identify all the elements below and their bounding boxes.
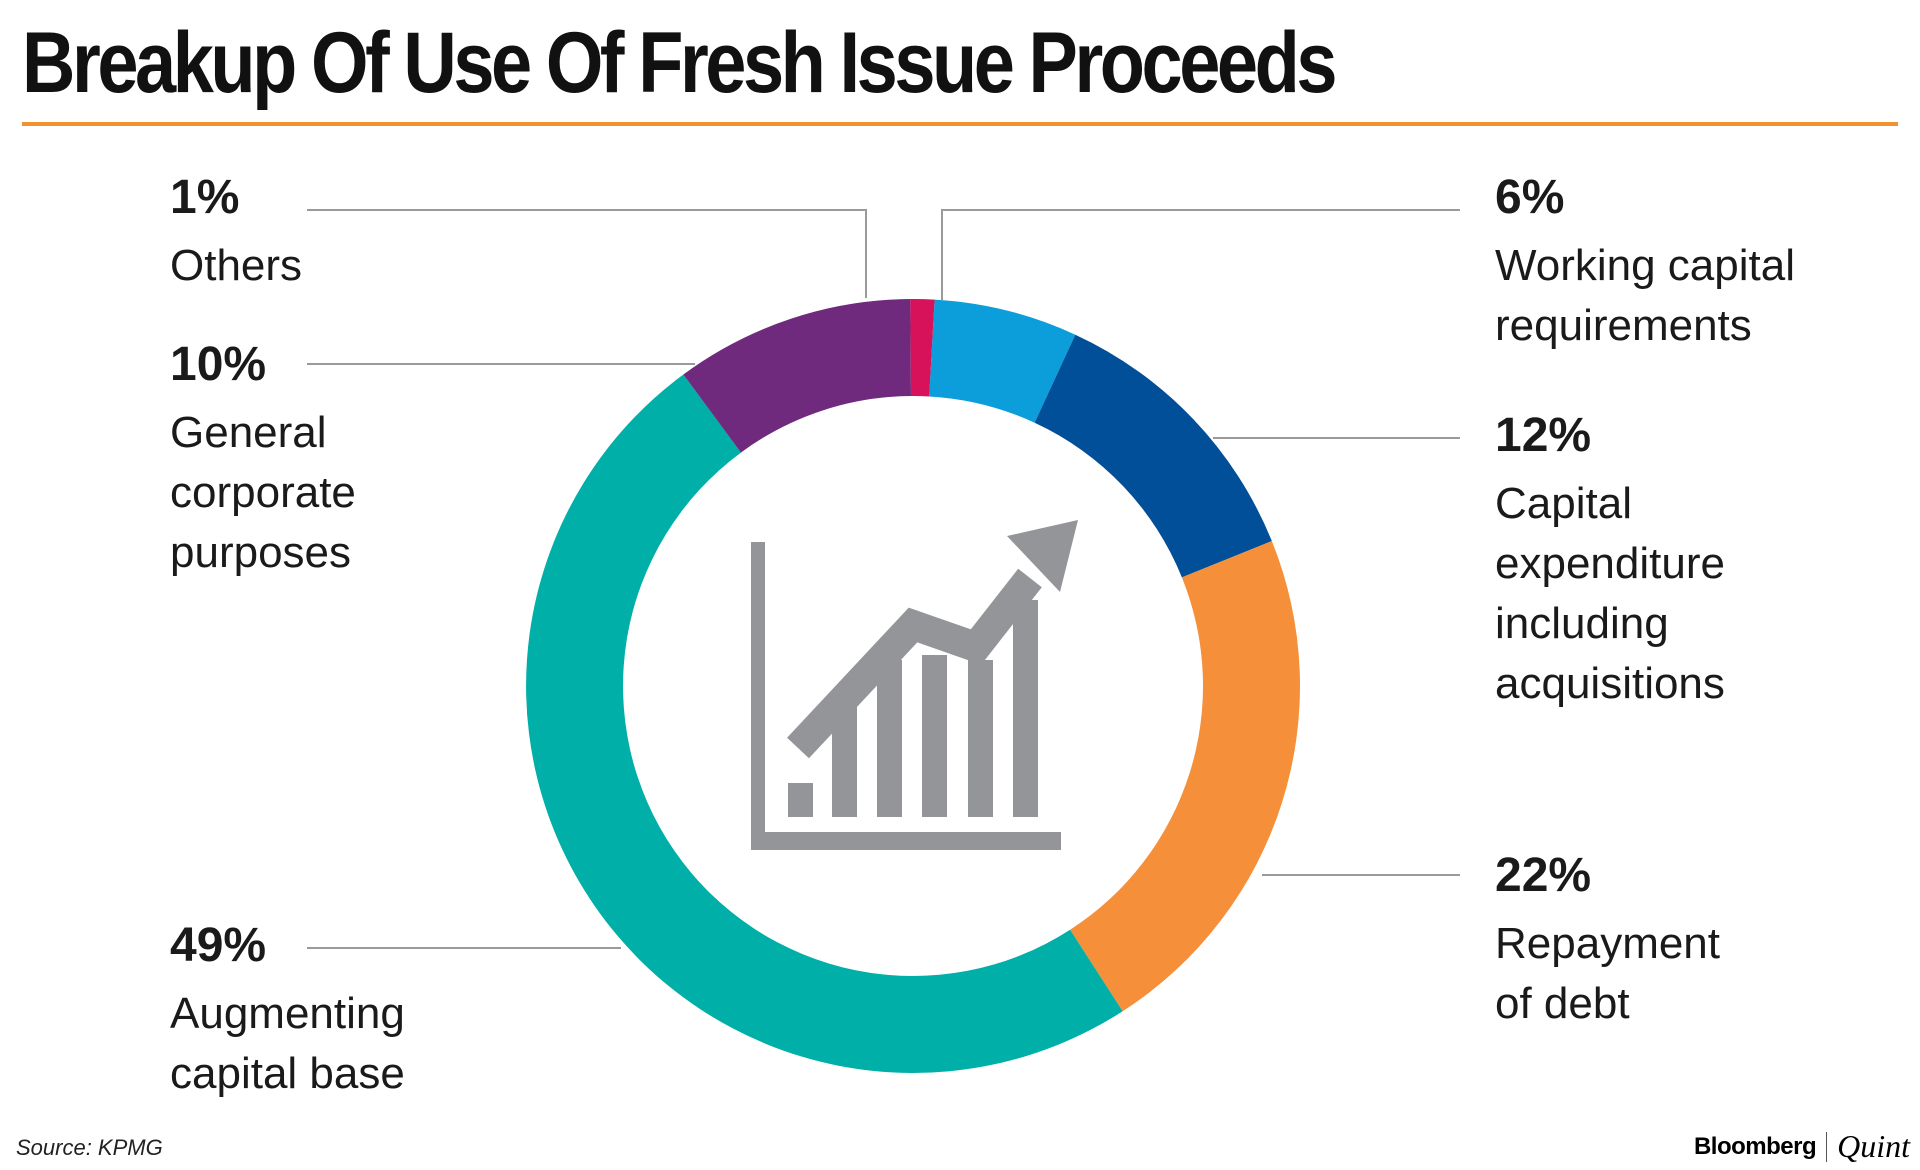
label-name-line: expenditure [1495,539,1725,588]
title-rule [22,122,1898,126]
label-value-others: 1% [170,171,240,224]
label-name-line: Augmenting [170,989,405,1038]
label-name-line: purposes [170,528,352,577]
label-name-line: Repayment [1495,919,1721,968]
label-augmenting-capital: 49% Augmenting capital base [170,918,405,1104]
label-name-general-corporate: General corporate purposes [170,403,356,583]
label-repayment-of-debt: 22% Repayment of debt [1495,848,1720,1034]
label-name-working-capital: Working capital requirements [1495,236,1795,356]
label-name-line: including [1495,599,1669,648]
leader-line-others [307,209,867,298]
source-note: Source: KPMG [16,1135,163,1160]
slice-augmenting-capital [526,374,1123,1073]
slice-repayment-of-debt [1070,541,1300,1012]
leader-lines [307,209,1460,949]
slice-others [910,299,935,397]
label-general-corporate: 10% General corporate purposes [170,337,356,583]
label-value-capital-expenditure: 12% [1495,409,1592,462]
leader-line-working-capital [941,209,1460,300]
brand-divider [1826,1131,1828,1162]
slice-capital-expenditure [1034,334,1272,578]
label-value-augmenting-capital: 49% [170,919,267,972]
label-name-line: Working capital [1495,241,1795,290]
label-value-working-capital: 6% [1495,171,1565,224]
label-value-repayment-of-debt: 22% [1495,849,1592,902]
label-name-line: Capital [1495,479,1632,528]
label-name-line: of debt [1495,979,1630,1028]
label-capital-expenditure: 12% Capital expenditure including acquisitio… [1495,408,1725,714]
label-others: 1% Others [170,170,302,296]
label-name-capital-expenditure: Capital expenditure including acquisitions [1495,474,1725,714]
label-name-line: requirements [1495,301,1752,350]
brand-primary: Bloomberg [1693,1132,1817,1160]
label-value-general-corporate: 10% [170,338,267,391]
bar-chart-growth-icon [751,520,1078,850]
slice-working-capital [929,299,1076,423]
donut-slices [526,299,1300,1073]
label-working-capital: 6% Working capital requirements [1495,170,1795,356]
chart-title: Breakup Of Use Of Fresh Issue Proceeds [22,15,1337,111]
brand-logo: Bloomberg Quint [1694,1128,1910,1165]
label-name-line: General [170,408,327,457]
label-name-line: capital base [170,1049,405,1098]
label-name-others: Others [170,236,302,296]
label-name-line: acquisitions [1495,659,1725,708]
label-name-line: Others [170,241,303,290]
slice-general-corporate [683,299,911,453]
brand-secondary: Quint [1837,1128,1910,1164]
label-name-augmenting-capital: Augmenting capital base [170,984,405,1104]
label-name-line: corporate [170,468,356,517]
label-name-repayment-of-debt: Repayment of debt [1495,914,1720,1034]
